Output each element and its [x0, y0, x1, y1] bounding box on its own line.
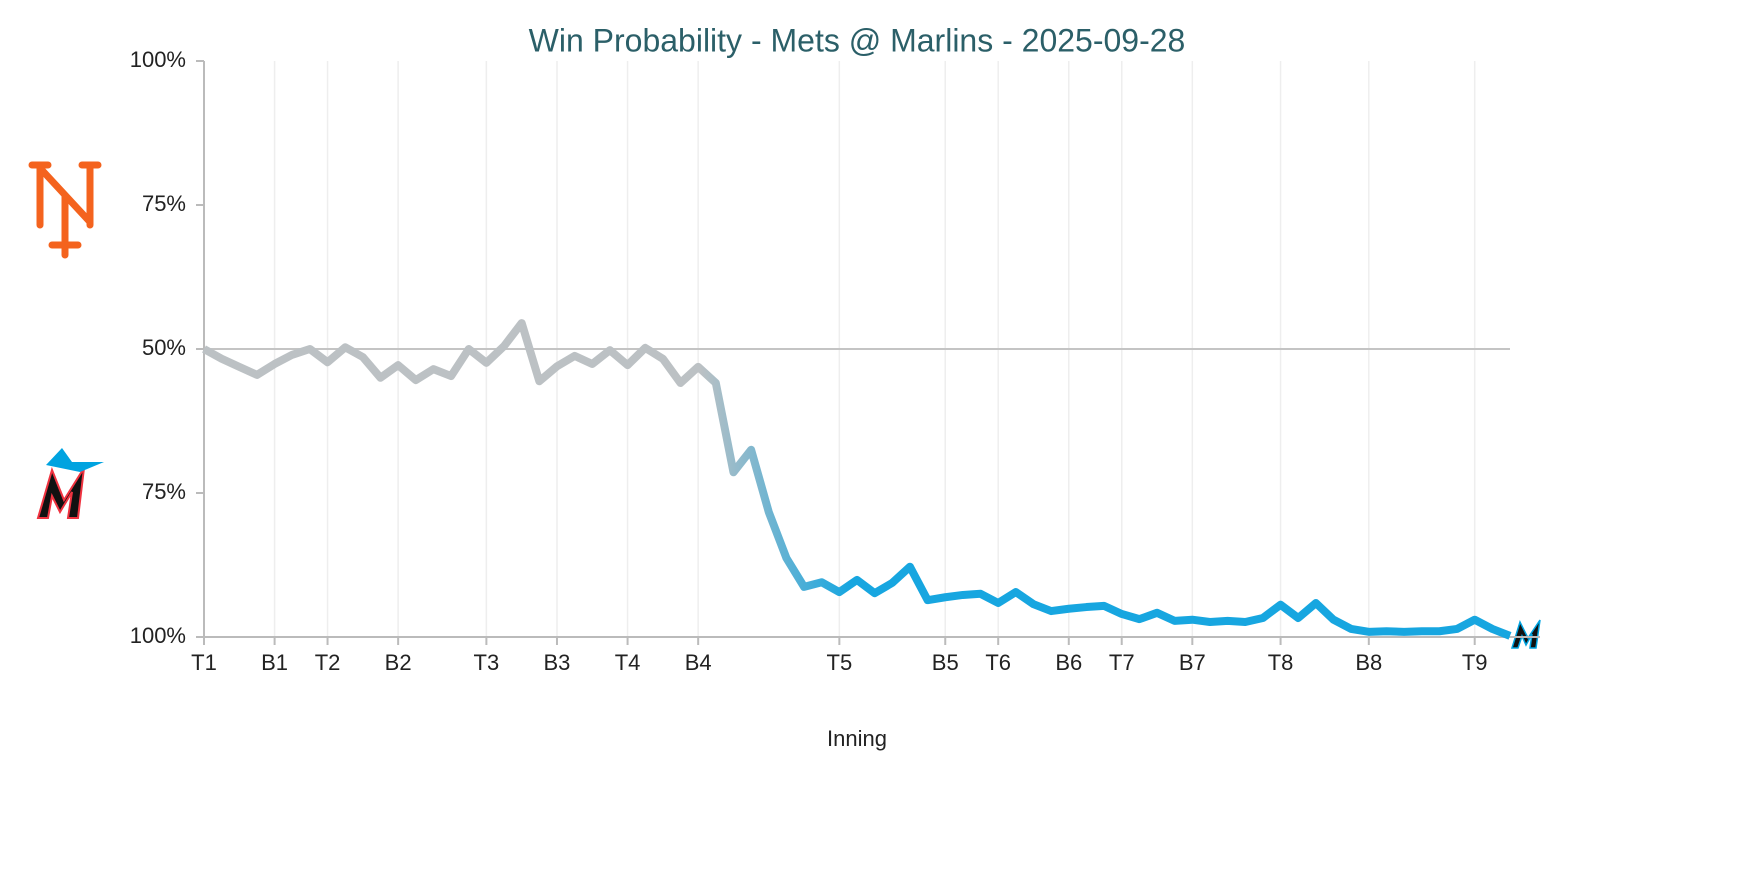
mets-logo: [28, 161, 102, 259]
x-tick-label: T7: [1109, 650, 1135, 675]
x-tick-label: T8: [1268, 650, 1294, 675]
x-tick-label: T1: [191, 650, 217, 675]
x-axis-label: Inning: [827, 726, 887, 751]
x-tick-label: B6: [1055, 650, 1082, 675]
x-tick-label: T4: [615, 650, 641, 675]
x-tick-label: T9: [1462, 650, 1488, 675]
x-tick-label: T5: [827, 650, 853, 675]
chart-title: Win Probability - Mets @ Marlins - 2025-…: [529, 22, 1186, 58]
y-tick-label: 100%: [130, 623, 186, 648]
x-tick-label: B4: [685, 650, 712, 675]
x-tick-label: T3: [474, 650, 500, 675]
x-tick-label: T6: [985, 650, 1011, 675]
y-tick-label: 100%: [130, 47, 186, 72]
x-tick-label: B1: [261, 650, 288, 675]
win-prob-line: [202, 319, 1512, 640]
x-tick-label: B5: [932, 650, 959, 675]
x-tick-label: B2: [385, 650, 412, 675]
y-tick-label: 75%: [142, 479, 186, 504]
x-tick-label: B8: [1355, 650, 1382, 675]
x-tick-label: B3: [544, 650, 571, 675]
y-tick-label: 75%: [142, 191, 186, 216]
x-tick-label: T2: [315, 650, 341, 675]
x-tick-label: B7: [1179, 650, 1206, 675]
marlins-logo: [36, 448, 1541, 649]
y-tick-label: 50%: [142, 335, 186, 360]
